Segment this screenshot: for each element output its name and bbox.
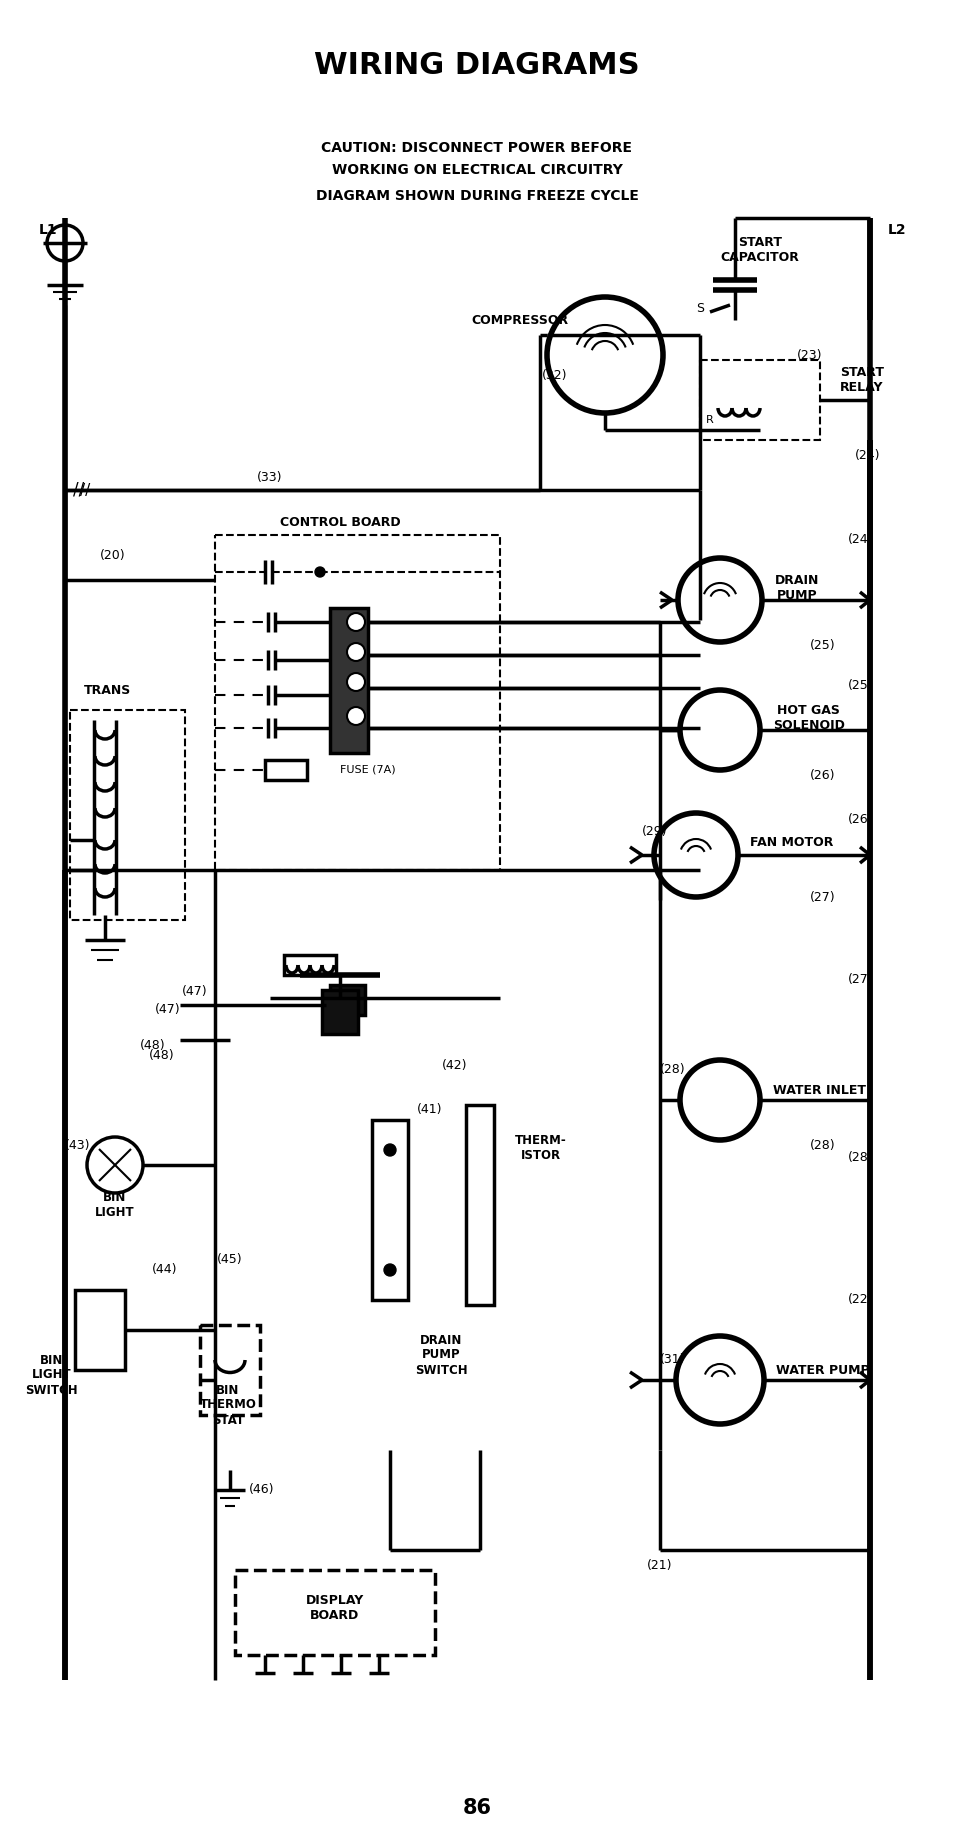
Text: (48): (48) bbox=[140, 1039, 166, 1052]
Text: (43): (43) bbox=[65, 1138, 90, 1151]
Circle shape bbox=[384, 1144, 395, 1157]
Text: (28): (28) bbox=[809, 1138, 835, 1151]
Text: DIAGRAM SHOWN DURING FREEZE CYCLE: DIAGRAM SHOWN DURING FREEZE CYCLE bbox=[315, 188, 638, 203]
Text: HOT GAS
SOLENOID: HOT GAS SOLENOID bbox=[772, 705, 844, 732]
Text: THERM-
ISTOR: THERM- ISTOR bbox=[515, 1135, 566, 1162]
Text: (42): (42) bbox=[442, 1059, 467, 1072]
Circle shape bbox=[347, 707, 365, 725]
Circle shape bbox=[314, 566, 325, 577]
Text: (45): (45) bbox=[217, 1253, 243, 1266]
Text: TRANS: TRANS bbox=[84, 683, 132, 697]
Circle shape bbox=[347, 613, 365, 631]
Text: DISPLAY
BOARD: DISPLAY BOARD bbox=[306, 1594, 364, 1622]
Text: R: R bbox=[705, 415, 713, 424]
Text: (32): (32) bbox=[541, 369, 567, 382]
Text: (26): (26) bbox=[847, 814, 873, 827]
FancyBboxPatch shape bbox=[322, 991, 357, 1033]
Text: CONTROL BOARD: CONTROL BOARD bbox=[279, 515, 400, 528]
Text: (46): (46) bbox=[249, 1483, 274, 1496]
Text: (33): (33) bbox=[257, 472, 282, 485]
Text: //: // bbox=[80, 483, 91, 498]
Text: (23): (23) bbox=[797, 349, 821, 362]
Text: START
RELAY: START RELAY bbox=[840, 365, 883, 395]
Text: FUSE (7A): FUSE (7A) bbox=[339, 766, 395, 775]
Text: (31): (31) bbox=[659, 1354, 685, 1367]
Text: (28): (28) bbox=[659, 1063, 685, 1076]
Text: DRAIN
PUMP: DRAIN PUMP bbox=[774, 574, 819, 601]
Text: WORKING ON ELECTRICAL CIRCUITRY: WORKING ON ELECTRICAL CIRCUITRY bbox=[332, 162, 621, 177]
Text: START
CAPACITOR: START CAPACITOR bbox=[720, 236, 799, 264]
Text: (27): (27) bbox=[809, 891, 835, 904]
Text: WIRING DIAGRAMS: WIRING DIAGRAMS bbox=[314, 50, 639, 79]
Text: WATER PUMP: WATER PUMP bbox=[775, 1363, 869, 1376]
Text: S: S bbox=[696, 301, 703, 314]
Text: CAUTION: DISCONNECT POWER BEFORE: CAUTION: DISCONNECT POWER BEFORE bbox=[321, 140, 632, 155]
Text: L2: L2 bbox=[887, 223, 905, 236]
Circle shape bbox=[347, 673, 365, 692]
Text: BIN
THERMO
STAT: BIN THERMO STAT bbox=[199, 1384, 256, 1426]
Text: (26): (26) bbox=[809, 769, 835, 782]
Text: (20): (20) bbox=[100, 548, 126, 561]
Text: (41): (41) bbox=[416, 1103, 442, 1116]
Text: L1: L1 bbox=[38, 223, 57, 236]
Text: //: // bbox=[73, 482, 84, 498]
Text: COMPRESSOR: COMPRESSOR bbox=[471, 314, 568, 327]
Text: (21): (21) bbox=[646, 1559, 672, 1572]
Text: (24): (24) bbox=[847, 533, 873, 546]
Text: (44): (44) bbox=[152, 1264, 177, 1277]
Text: (28): (28) bbox=[847, 1151, 873, 1164]
Circle shape bbox=[384, 1264, 395, 1277]
Text: (25): (25) bbox=[847, 679, 873, 692]
Text: DRAIN
PUMP
SWITCH: DRAIN PUMP SWITCH bbox=[415, 1334, 467, 1376]
FancyBboxPatch shape bbox=[330, 985, 365, 1015]
Text: WATER INLET: WATER INLET bbox=[772, 1083, 865, 1096]
Text: (22): (22) bbox=[847, 1293, 873, 1306]
Text: FAN MOTOR: FAN MOTOR bbox=[749, 836, 833, 849]
Text: (24): (24) bbox=[854, 448, 880, 461]
Text: BIN
LIGHT
SWITCH: BIN LIGHT SWITCH bbox=[26, 1354, 78, 1397]
Text: (29): (29) bbox=[641, 825, 667, 838]
Text: (27): (27) bbox=[847, 974, 873, 987]
Text: (25): (25) bbox=[809, 638, 835, 651]
Text: 86: 86 bbox=[462, 1799, 491, 1817]
Text: BIN
LIGHT: BIN LIGHT bbox=[95, 1192, 134, 1220]
Text: (47): (47) bbox=[182, 985, 208, 998]
Text: (47): (47) bbox=[154, 1004, 180, 1017]
Text: (48): (48) bbox=[150, 1048, 174, 1061]
FancyBboxPatch shape bbox=[330, 609, 368, 753]
Circle shape bbox=[347, 644, 365, 661]
